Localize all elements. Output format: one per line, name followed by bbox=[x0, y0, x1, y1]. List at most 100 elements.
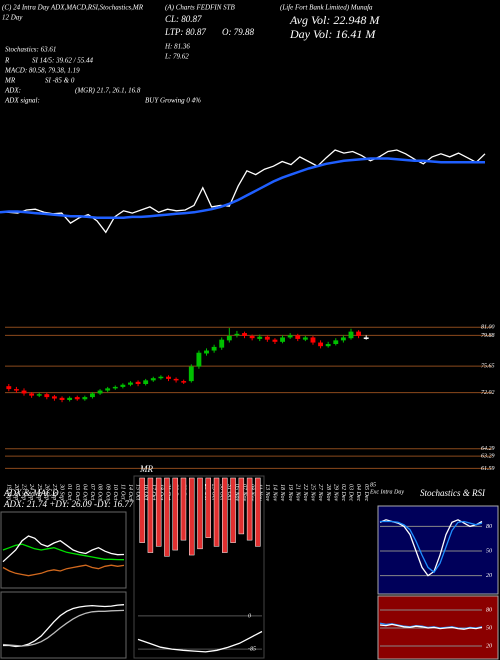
low-price: L: 79.62 bbox=[164, 53, 189, 61]
close-price: CL: 80.87 bbox=[165, 14, 202, 24]
x-tick-label: 03 Dec bbox=[348, 484, 354, 501]
bar bbox=[147, 477, 154, 553]
y-tick-label: 20 bbox=[486, 643, 492, 649]
candle-body bbox=[356, 331, 362, 336]
x-tick-label: 10 Oct bbox=[112, 484, 118, 500]
stochastics-value: Stochastics: 63.61 bbox=[5, 46, 56, 54]
x-tick-label: 03 Oct bbox=[74, 484, 80, 500]
candle-body bbox=[234, 333, 240, 336]
y-tick-label: 80 bbox=[486, 607, 492, 613]
candle-body bbox=[302, 337, 308, 340]
y-tick-label: -85 bbox=[248, 647, 256, 653]
series-line bbox=[379, 623, 483, 630]
panel-title: MR bbox=[139, 464, 153, 474]
panel-subtitle: ADX: 21.74 +DY: 26.09 -DY: 16.77 bbox=[3, 499, 134, 509]
x-tick-label: 25 Sep bbox=[36, 484, 42, 500]
candle-body bbox=[226, 336, 232, 341]
candle-body bbox=[173, 378, 179, 381]
x-tick-label: 22 Nov bbox=[302, 484, 308, 502]
candle-body bbox=[112, 386, 118, 389]
x-tick-label: 20 Sep bbox=[13, 484, 19, 500]
x-tick-label: 07 Nov bbox=[241, 484, 247, 502]
y-tick-label: 0 bbox=[248, 613, 251, 619]
x-tick-label: 30 Sep bbox=[59, 483, 65, 500]
x-tick-label: 31 Oct bbox=[226, 483, 232, 500]
symbol: (A) Charts FEDFIN STB bbox=[165, 4, 236, 12]
candle-body bbox=[325, 344, 331, 347]
x-tick-label: 04 Oct bbox=[81, 484, 88, 500]
x-tick-label: 05 Dec bbox=[363, 484, 369, 501]
x-tick-label: 30 Oct bbox=[218, 483, 224, 500]
header-line: (C) 24 Intra Day ADX,MACD,RSI,Stochastic… bbox=[2, 4, 144, 12]
candle-body bbox=[204, 350, 209, 354]
candle-body bbox=[363, 337, 369, 339]
candle-body bbox=[36, 394, 42, 396]
x-tick-label: 18 Nov bbox=[279, 484, 285, 502]
candle-body bbox=[21, 390, 27, 394]
y-tick-label: 63.29 bbox=[481, 453, 495, 459]
candle-body bbox=[44, 394, 50, 398]
candle-body bbox=[249, 336, 255, 339]
series-line bbox=[379, 519, 483, 577]
x-tick-label: 08 Oct bbox=[97, 484, 103, 500]
candle-body bbox=[310, 337, 316, 343]
bar bbox=[222, 477, 228, 553]
candle-body bbox=[74, 397, 80, 400]
x-tick-label: 27 Nov bbox=[317, 484, 323, 502]
macd-value: MACD: 80.58, 79.38, 1.19 bbox=[4, 67, 80, 75]
y-tick-label: 50 bbox=[486, 548, 492, 554]
candle-body bbox=[67, 397, 73, 400]
x-tick-label: 25 Nov bbox=[310, 484, 316, 502]
day-volume: Day Vol: 16.41 M bbox=[289, 27, 376, 41]
x-tick-label: 01 Oct bbox=[66, 484, 72, 500]
y-tick-label: 20 bbox=[486, 573, 492, 579]
exc-value: 85 bbox=[370, 482, 376, 488]
bar bbox=[238, 477, 245, 535]
x-tick-label: 13 Nov bbox=[264, 484, 270, 502]
candle-body bbox=[188, 366, 194, 382]
adx-signal-label: ADX signal: bbox=[4, 97, 40, 105]
stochastics-panel bbox=[377, 505, 499, 595]
y-tick-label: 81.00 bbox=[481, 325, 495, 331]
x-tick-label: 15 Oct bbox=[135, 484, 141, 500]
y-tick-label: 79.88 bbox=[481, 333, 495, 339]
candle-body bbox=[333, 340, 339, 344]
mr-value: SI -85 & 0 bbox=[45, 77, 75, 85]
candle-body bbox=[135, 381, 141, 384]
y-tick-label: 61.59 bbox=[481, 466, 495, 472]
x-tick-label: 28 Nov bbox=[325, 484, 331, 502]
candle-body bbox=[158, 376, 164, 379]
exc-label: Exc Intra Day bbox=[369, 489, 404, 495]
candle-body bbox=[6, 386, 12, 390]
mr-label: MR bbox=[4, 77, 16, 85]
bar bbox=[189, 477, 195, 556]
x-tick-label: 14 Oct bbox=[127, 484, 134, 500]
candle-body bbox=[295, 335, 301, 339]
x-tick-label: 24 Sep bbox=[28, 484, 35, 500]
adx-panel bbox=[0, 511, 127, 589]
open-price: O: 79.88 bbox=[222, 27, 254, 37]
x-tick-label: 29 Oct bbox=[211, 484, 217, 500]
y-tick-label: 50 bbox=[486, 625, 492, 631]
bar bbox=[155, 477, 162, 547]
candle-body bbox=[340, 337, 346, 341]
high-price: H: 81.36 bbox=[164, 43, 190, 51]
bar bbox=[172, 477, 178, 551]
candle-body bbox=[120, 384, 126, 387]
x-tick-label: 04 Dec bbox=[355, 484, 362, 501]
x-tick-label: 05 Nov bbox=[234, 484, 240, 502]
period: 12 Day bbox=[2, 14, 23, 22]
candle-body bbox=[90, 393, 95, 398]
adx-signal-value: BUY Growing 0 4% bbox=[145, 97, 201, 105]
x-tick-label: 02 Dec bbox=[340, 484, 346, 501]
candle-body bbox=[257, 336, 263, 339]
candle-body bbox=[29, 393, 35, 396]
candle-body bbox=[272, 339, 278, 342]
rsi-value: SI 14/5: 39.62 / 55.44 bbox=[32, 57, 94, 65]
x-tick-label: 11 Oct bbox=[120, 484, 126, 500]
bar bbox=[197, 477, 203, 550]
candle-body bbox=[105, 388, 111, 391]
company: (Life Fort Bank Limited) Munafa bbox=[280, 4, 373, 12]
x-tick-label: 09 Oct bbox=[104, 484, 110, 500]
